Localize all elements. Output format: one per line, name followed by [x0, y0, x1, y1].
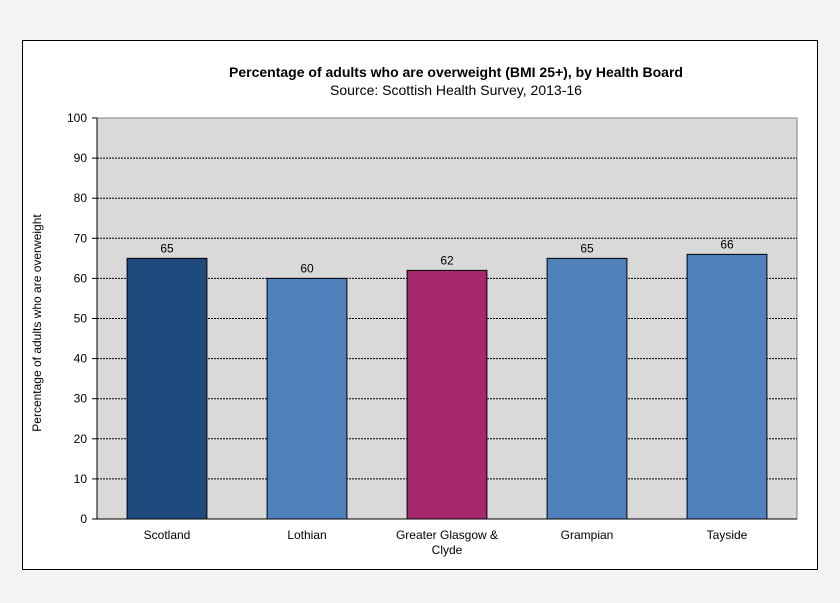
bar — [266, 277, 348, 520]
bar — [406, 269, 488, 520]
x-tick-label: Lothian — [287, 528, 326, 542]
data-label: 62 — [440, 253, 454, 267]
data-label: 65 — [160, 241, 174, 255]
chart-subtitle: Source: Scottish Health Survey, 2013-16 — [330, 82, 582, 98]
x-tick-label: Grampian — [561, 528, 614, 542]
plot-area: 0 10 20 30 40 50 60 70 80 90 100 65 Scotland 60 Lothia… — [67, 111, 798, 557]
bar-chart: Percentage of adults who are overweight … — [30, 64, 798, 557]
data-label: 60 — [300, 261, 314, 275]
x-tick-label: Clyde — [432, 543, 463, 557]
x-tick-label: Scotland — [144, 528, 191, 542]
data-label: 66 — [720, 237, 734, 251]
y-tick-label: 80 — [74, 191, 88, 205]
x-tick-label: Greater Glasgow & — [396, 528, 498, 542]
y-tick-label: 30 — [74, 392, 88, 406]
y-tick-label: 50 — [74, 312, 88, 326]
y-tick-label: 0 — [80, 512, 87, 526]
bar — [126, 257, 208, 520]
bar — [546, 257, 628, 520]
y-tick-label: 40 — [74, 352, 88, 366]
y-tick-label: 100 — [67, 111, 87, 125]
bar — [686, 253, 768, 520]
y-tick-label: 60 — [74, 271, 88, 285]
y-tick-label: 90 — [74, 151, 88, 165]
chart-title: Percentage of adults who are overweight … — [229, 64, 683, 80]
y-axis-title: Percentage of adults who are overweight — [30, 214, 44, 432]
y-tick-label: 70 — [74, 231, 88, 245]
data-label: 65 — [580, 241, 594, 255]
x-tick-label: Tayside — [707, 528, 748, 542]
y-tick-label: 10 — [74, 472, 88, 486]
y-tick-label: 20 — [74, 432, 88, 446]
chart-frame: Percentage of adults who are overweight … — [22, 40, 818, 570]
